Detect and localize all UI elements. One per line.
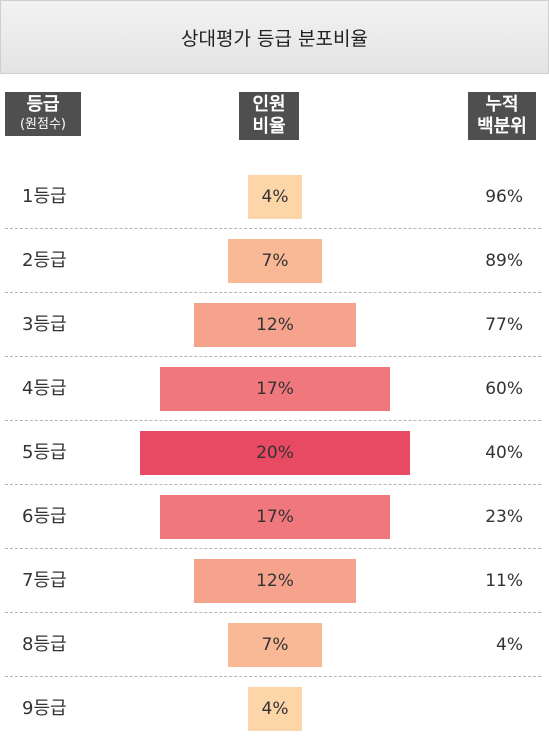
row-divider xyxy=(5,676,541,677)
grade-label: 3등급 xyxy=(22,314,67,335)
grade-label: 6등급 xyxy=(22,506,67,527)
ratio-bar-label: 4% xyxy=(261,187,289,207)
cumulative-percentile: 11% xyxy=(485,571,523,591)
row-divider xyxy=(5,420,541,421)
cumulative-percentile: 96% xyxy=(485,187,523,207)
ratio-bar-label: 12% xyxy=(256,571,294,591)
ratio-bar: 7% xyxy=(227,623,323,667)
ratio-bar: 7% xyxy=(227,239,323,283)
header-ratio-line2: 비율 xyxy=(252,116,286,137)
ratio-bar-label: 7% xyxy=(261,251,289,271)
table-row: 5등급 20% 40% xyxy=(0,421,549,485)
table-row: 2등급 7% 89% xyxy=(0,229,549,293)
table-row: 4등급 17% 60% xyxy=(0,357,549,421)
grade-label: 2등급 xyxy=(22,250,67,271)
grade-label: 8등급 xyxy=(22,634,67,655)
cumulative-percentile: 60% xyxy=(485,379,523,399)
table-row: 8등급 7% 4% xyxy=(0,613,549,677)
row-divider xyxy=(5,548,541,549)
table-row: 1등급 4% 96% xyxy=(0,165,549,229)
grade-label: 5등급 xyxy=(22,442,67,463)
header-ratio: 인원 비율 xyxy=(239,92,299,140)
row-divider xyxy=(5,292,541,293)
row-divider xyxy=(5,228,541,229)
row-divider xyxy=(5,356,541,357)
chart-title-text: 상대평가 등급 분포비율 xyxy=(181,27,368,50)
ratio-bar: 20% xyxy=(140,431,410,475)
cumulative-percentile: 89% xyxy=(485,251,523,271)
ratio-bar: 17% xyxy=(160,495,390,539)
ratio-bar: 12% xyxy=(194,303,356,347)
cumulative-percentile: 40% xyxy=(485,443,523,463)
grade-label: 7등급 xyxy=(22,570,67,591)
ratio-bar-label: 7% xyxy=(261,635,289,655)
ratio-bar-label: 4% xyxy=(261,699,289,719)
ratio-bar-label: 17% xyxy=(256,507,294,527)
grade-label: 1등급 xyxy=(22,186,67,207)
header-grade: 등급 (원점수) xyxy=(5,92,81,136)
header-grade-sub: (원점수) xyxy=(19,117,67,132)
table-row: 6등급 17% 23% xyxy=(0,485,549,549)
grade-label: 9등급 xyxy=(22,698,67,719)
cumulative-percentile: 77% xyxy=(485,315,523,335)
header-ratio-line1: 인원 xyxy=(252,94,286,115)
ratio-bar-label: 20% xyxy=(256,443,294,463)
header-grade-label: 등급 xyxy=(26,94,60,115)
cumulative-percentile: 4% xyxy=(496,635,523,655)
header-cumulative-line1: 누적 xyxy=(485,94,519,115)
ratio-bar: 12% xyxy=(194,559,356,603)
table-row: 7등급 12% 11% xyxy=(0,549,549,613)
table-row: 9등급 4% xyxy=(0,677,549,741)
ratio-bar-label: 12% xyxy=(256,315,294,335)
grade-label: 4등급 xyxy=(22,378,67,399)
cumulative-percentile: 23% xyxy=(485,507,523,527)
header-cumulative-line2: 백분위 xyxy=(477,116,527,137)
header-cumulative: 누적 백분위 xyxy=(468,92,536,140)
row-divider xyxy=(5,484,541,485)
ratio-bar: 4% xyxy=(248,687,302,731)
row-divider xyxy=(5,612,541,613)
ratio-bar-label: 17% xyxy=(256,379,294,399)
ratio-bar: 4% xyxy=(248,175,302,219)
chart-title: 상대평가 등급 분포비율 xyxy=(0,0,549,74)
ratio-bar: 17% xyxy=(160,367,390,411)
table-row: 3등급 12% 77% xyxy=(0,293,549,357)
